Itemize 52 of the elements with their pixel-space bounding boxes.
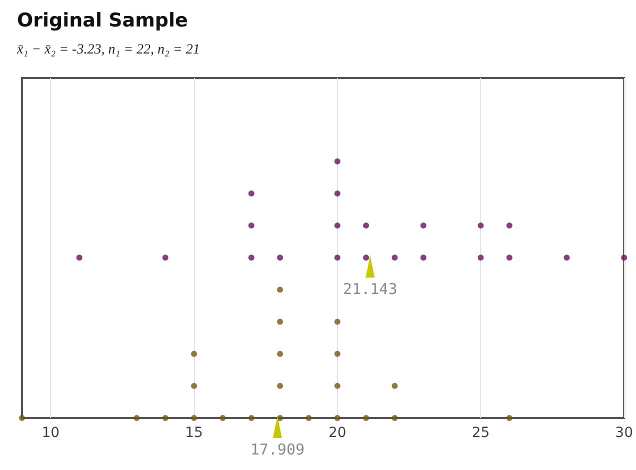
point <box>248 415 254 421</box>
point <box>506 415 512 421</box>
point <box>277 382 284 389</box>
point <box>363 254 370 261</box>
point <box>277 350 284 357</box>
point <box>363 222 370 229</box>
point <box>334 318 340 325</box>
point <box>191 382 198 389</box>
point <box>478 222 484 229</box>
point <box>334 382 340 389</box>
point <box>420 222 426 229</box>
point <box>277 254 284 261</box>
chart-subtitle: x̄₁ − x̄₂ = -3.23, n₁ = 22, n₂ = 21 <box>16 42 200 58</box>
x-tick-label: 10 <box>42 425 60 441</box>
point <box>162 415 168 421</box>
point <box>392 254 398 261</box>
point <box>392 382 398 389</box>
point <box>334 158 340 164</box>
chart-title: Original Sample <box>17 10 188 32</box>
point <box>191 350 198 357</box>
point <box>134 415 140 421</box>
annotation: 21.143 <box>343 280 398 298</box>
point <box>220 415 226 421</box>
point <box>277 415 284 421</box>
point <box>248 222 254 229</box>
x-tick-label: 25 <box>472 425 490 441</box>
point <box>506 222 512 229</box>
x-tick-label: 30 <box>615 425 634 441</box>
point <box>306 415 312 421</box>
point <box>76 254 82 261</box>
point <box>334 415 340 421</box>
annotation: 17.909 <box>250 440 305 458</box>
point <box>420 254 426 261</box>
point <box>248 254 254 261</box>
point <box>277 318 284 325</box>
point <box>621 254 628 261</box>
point <box>334 350 340 357</box>
point <box>478 254 484 261</box>
point <box>334 222 340 229</box>
x-tick-label: 15 <box>185 425 203 441</box>
point <box>191 415 198 421</box>
point <box>334 254 340 261</box>
point <box>19 415 25 421</box>
point <box>392 415 398 421</box>
point <box>162 254 168 261</box>
point <box>248 190 254 196</box>
point <box>334 190 340 196</box>
x-tick-label: 20 <box>328 425 346 441</box>
point <box>363 415 370 421</box>
point <box>564 254 570 261</box>
point <box>506 254 512 261</box>
point <box>277 286 284 293</box>
